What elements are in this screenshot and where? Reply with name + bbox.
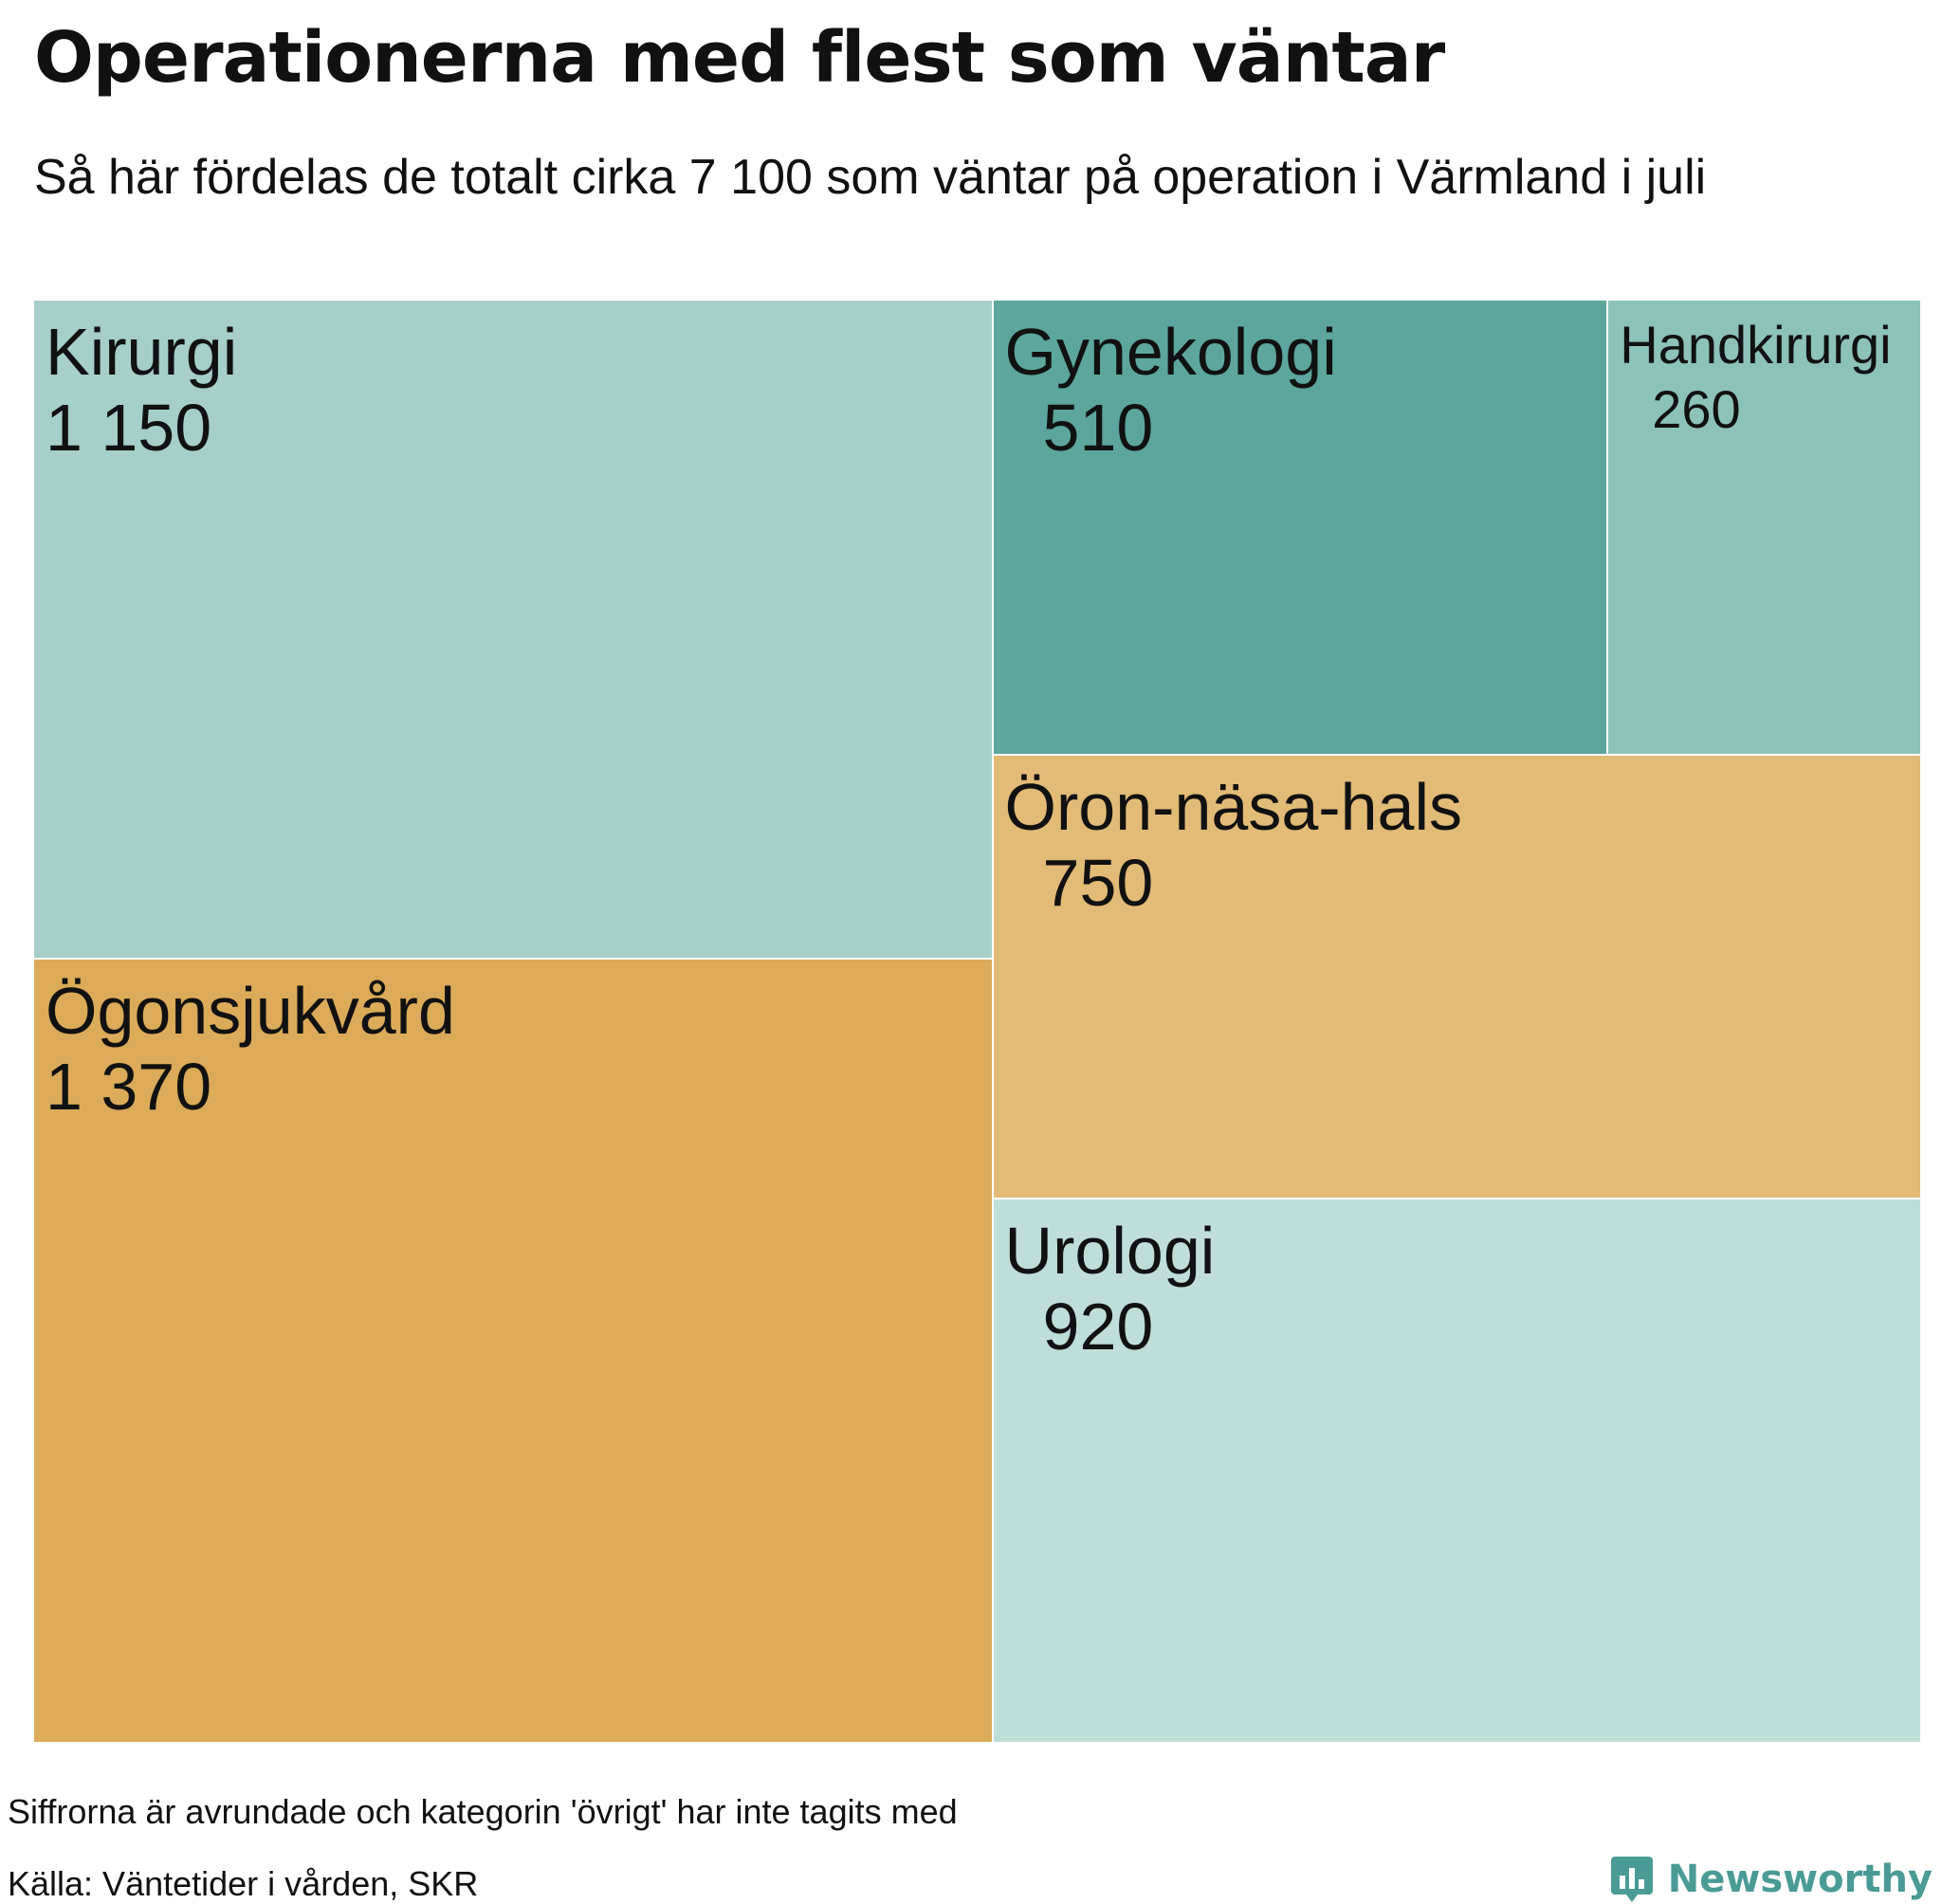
tile-label: Kirurgi xyxy=(46,315,238,389)
brand-name: Newsworthy xyxy=(1667,1858,1933,1901)
tile-label: Gynekologi xyxy=(1004,315,1337,389)
tile-label: Handkirurgi xyxy=(1620,315,1892,375)
tile-label: Öron-näsa-hals xyxy=(1004,770,1462,845)
tile-value: 260 xyxy=(1652,379,1741,439)
tile-handkirurgi: Handkirurgi 260 xyxy=(1607,300,1921,756)
tile-label: Ögonsjukvård xyxy=(46,973,455,1048)
newsworthy-logo-icon xyxy=(1610,1857,1653,1902)
tile-value: 510 xyxy=(1042,391,1154,465)
chart-title: Operationerna med flest som väntar xyxy=(34,17,1445,99)
tile-kirurgi: Kirurgi 1 150 xyxy=(33,300,993,959)
source-note: Källa: Väntetider i vården, SKR xyxy=(8,1864,479,1903)
tile-oron-nasa-hals: Öron-näsa-hals 750 xyxy=(992,755,1921,1199)
tile-value: 1 150 xyxy=(46,391,212,465)
footnote: Siffrorna är avrundade och kategorin 'öv… xyxy=(8,1792,958,1831)
tile-value: 750 xyxy=(1042,846,1154,921)
treemap: Kirurgi 1 150 Ögonsjukvård 1 370 Gynekol… xyxy=(33,300,1921,1743)
tile-value: 1 370 xyxy=(46,1049,212,1124)
tile-urologi: Urologi 920 xyxy=(992,1199,1921,1743)
tile-value: 920 xyxy=(1042,1290,1154,1364)
chart-subtitle: Så här fördelas de totalt cirka 7 100 so… xyxy=(34,150,1707,205)
tile-ogonsjukvard: Ögonsjukvård 1 370 xyxy=(33,958,993,1743)
tile-gynekologi: Gynekologi 510 xyxy=(992,300,1608,756)
brand-logo: Newsworthy xyxy=(1610,1855,1933,1904)
tile-label: Urologi xyxy=(1004,1214,1216,1289)
